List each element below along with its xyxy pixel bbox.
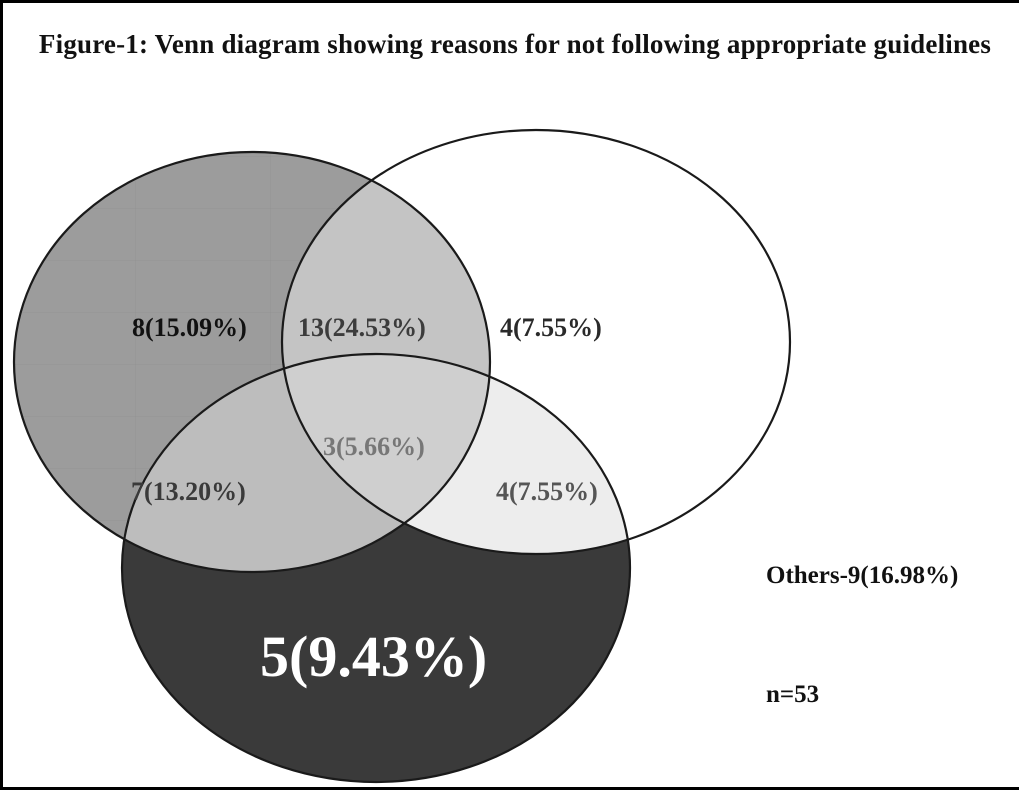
label-right-bottom: 4(7.55%) — [496, 477, 598, 506]
label-left-right: 13(24.53%) — [298, 313, 426, 342]
label-right-only: 4(7.55%) — [500, 313, 602, 342]
venn-outline-left — [12, 150, 492, 574]
venn-outline-bottom — [120, 352, 632, 784]
label-all-three: 3(5.66%) — [323, 432, 425, 461]
label-bottom-only: 5(9.43%) — [260, 624, 487, 689]
label-left-only: 8(15.09%) — [132, 313, 247, 342]
label-left-bottom: 7(13.20%) — [131, 477, 246, 506]
venn-overlap-right-bottom — [282, 354, 630, 554]
figure-title: Figure-1: Venn diagram showing reasons f… — [38, 29, 992, 59]
label-others: Others-9(16.98%) — [766, 562, 958, 589]
label-total-n: n=53 — [766, 681, 819, 708]
venn-outline-right — [280, 128, 792, 556]
